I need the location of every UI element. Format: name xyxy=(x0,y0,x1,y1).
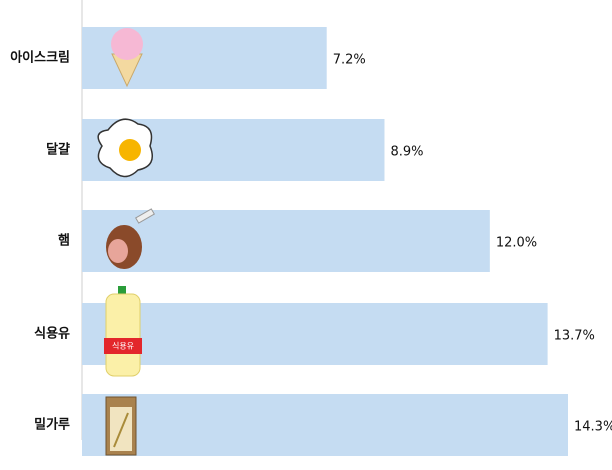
icon-yolk xyxy=(119,139,141,161)
icon-ham-cut xyxy=(108,239,128,263)
category-label: 식용유 xyxy=(34,326,70,342)
category-label: 햄 xyxy=(58,233,70,249)
category-label: 밀가루 xyxy=(34,418,70,433)
icon-label-text: 식용유 xyxy=(112,342,134,351)
icon xyxy=(106,397,136,455)
value-label: 12.0% xyxy=(496,236,537,251)
value-label: 7.2% xyxy=(333,53,366,68)
icon-scoop xyxy=(111,28,143,60)
category-label: 아이스크림 xyxy=(10,50,70,66)
value-label: 8.9% xyxy=(390,145,423,160)
value-label: 14.3% xyxy=(574,420,612,435)
icon-cap xyxy=(118,286,126,294)
value-label: 13.7% xyxy=(554,329,595,344)
bar xyxy=(82,303,548,365)
category-label: 달걀 xyxy=(46,143,70,158)
icon-bottle xyxy=(106,294,140,376)
chart: 아이스크림 7.2% 달걀 8.9% 햄 12.0% 식용유 13.7% 식용유밀가루 14.3% xyxy=(0,0,612,470)
icon: 식용유 xyxy=(104,286,142,376)
bar xyxy=(82,394,568,456)
